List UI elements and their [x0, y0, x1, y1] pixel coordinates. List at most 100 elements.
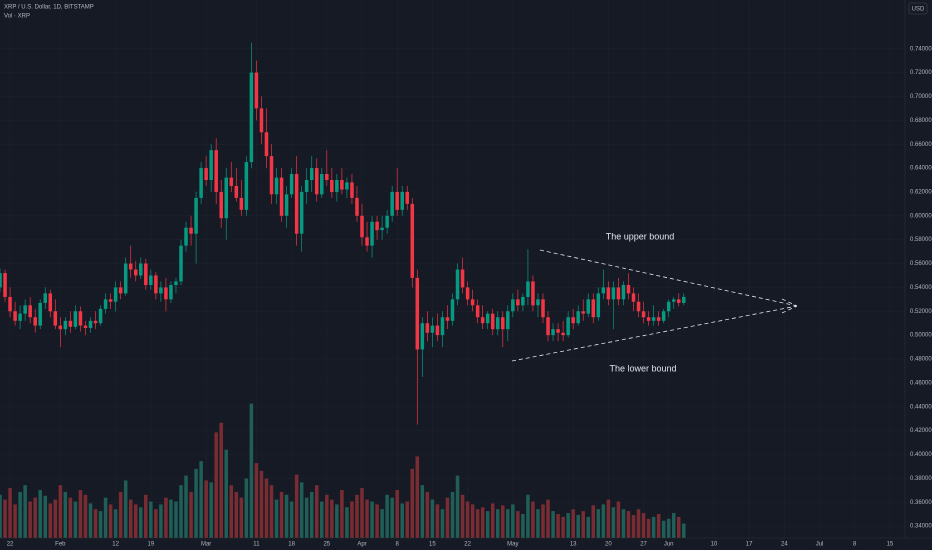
- candle-body: [495, 317, 500, 330]
- volume-bar: [335, 504, 339, 538]
- y-tick-label: 0.74000: [910, 46, 932, 52]
- candle-body: [53, 311, 58, 326]
- volume-bar: [485, 511, 490, 538]
- y-tick-label: 0.54000: [910, 285, 932, 291]
- currency-box[interactable]: [908, 2, 928, 15]
- volume-bar: [123, 480, 128, 538]
- y-tick-label: 0.44000: [910, 404, 932, 410]
- candle-body: [58, 325, 63, 330]
- candle-body: [581, 311, 585, 314]
- candle-body: [0, 273, 2, 288]
- candle-body: [485, 313, 490, 324]
- candle-body: [380, 227, 384, 231]
- y-tick-label: 0.48000: [910, 357, 932, 363]
- volume-bar: [103, 497, 108, 538]
- y-tick-label: 0.72000: [910, 70, 932, 76]
- volume-bar: [259, 470, 264, 538]
- volume-bar: [682, 523, 686, 538]
- volume-bar: [430, 499, 435, 538]
- y-tick-label: 0.58000: [910, 237, 932, 243]
- candle-body: [445, 317, 450, 321]
- volume-bar: [269, 485, 274, 538]
- volume-bar: [304, 497, 309, 538]
- candle-body: [350, 182, 354, 198]
- candle-body: [531, 281, 535, 306]
- volume-bar: [405, 501, 410, 538]
- volume-bar: [219, 422, 223, 538]
- candle-body: [621, 285, 626, 300]
- volume-bar: [400, 503, 404, 538]
- volume-bar: [229, 485, 234, 538]
- volume-bar: [415, 456, 420, 538]
- volume-bar: [365, 499, 369, 538]
- candle-body: [410, 203, 415, 278]
- volume-bar: [78, 490, 83, 538]
- volume-bar: [73, 501, 78, 538]
- volume-bar: [239, 497, 244, 538]
- candle-body: [541, 299, 545, 318]
- x-tick-label: May: [507, 542, 518, 548]
- volume-bar: [631, 514, 636, 538]
- candle-body: [576, 311, 580, 324]
- candle-body: [309, 168, 314, 180]
- volume-bar: [395, 490, 399, 538]
- x-tick-label: 13: [570, 542, 577, 548]
- volume-bar: [325, 494, 329, 538]
- y-tick-label: 0.50000: [910, 333, 932, 339]
- candle-body: [234, 185, 239, 198]
- volume-bar: [626, 511, 631, 538]
- volume-bar: [88, 503, 93, 538]
- x-tick-label: 18: [288, 542, 295, 548]
- arrow-head: [781, 305, 798, 314]
- candle-body: [506, 311, 510, 330]
- currency[interactable]: USD: [912, 7, 925, 13]
- y-tick-label: 0.56000: [910, 261, 932, 267]
- volume-bar: [294, 474, 299, 538]
- candle-body: [48, 293, 53, 312]
- candle-body: [661, 311, 666, 321]
- x-tick-label: 22: [464, 542, 471, 548]
- x-tick-label: Jul: [816, 542, 824, 548]
- volume-bar: [616, 501, 621, 538]
- candle-body: [299, 191, 304, 234]
- candle-body: [455, 269, 460, 300]
- x-tick-label: 25: [323, 542, 330, 548]
- y-tick-label: 0.66000: [910, 142, 932, 148]
- candle-body: [289, 174, 294, 195]
- candle-body: [3, 273, 7, 297]
- volume-bar: [264, 478, 269, 538]
- y-tick-label: 0.46000: [910, 380, 932, 386]
- candle-body: [325, 174, 329, 180]
- y-tick-label: 0.34000: [910, 524, 932, 530]
- candle-body: [355, 197, 359, 216]
- volume-bar: [309, 491, 314, 538]
- y-tick-label: 0.70000: [910, 94, 932, 100]
- candle-body: [274, 177, 279, 195]
- volume-bar: [671, 513, 676, 538]
- volume-bar: [13, 504, 17, 538]
- candle-body: [244, 162, 249, 210]
- candle-body: [264, 132, 269, 157]
- candle-body: [385, 215, 389, 228]
- candle-body: [365, 237, 369, 246]
- candle-body: [83, 325, 88, 328]
- volume-bar: [410, 468, 415, 538]
- volume-bar: [274, 499, 279, 538]
- chart-subtitle: Vol · XRP: [4, 14, 30, 20]
- volume-bar: [139, 507, 143, 538]
- volume-bar: [375, 504, 379, 538]
- x-tick-label: 17: [746, 542, 753, 548]
- volume-bar: [63, 491, 68, 538]
- candle-body: [526, 281, 530, 297]
- candle-body: [636, 301, 641, 312]
- candle-body: [149, 275, 153, 286]
- candle-body: [551, 329, 555, 336]
- volume-bar: [133, 504, 138, 538]
- volume-bar: [330, 499, 334, 538]
- volume-bar: [33, 497, 37, 538]
- candle-body: [571, 317, 575, 324]
- volume-bar: [455, 475, 460, 538]
- price-pane: [0, 42, 686, 425]
